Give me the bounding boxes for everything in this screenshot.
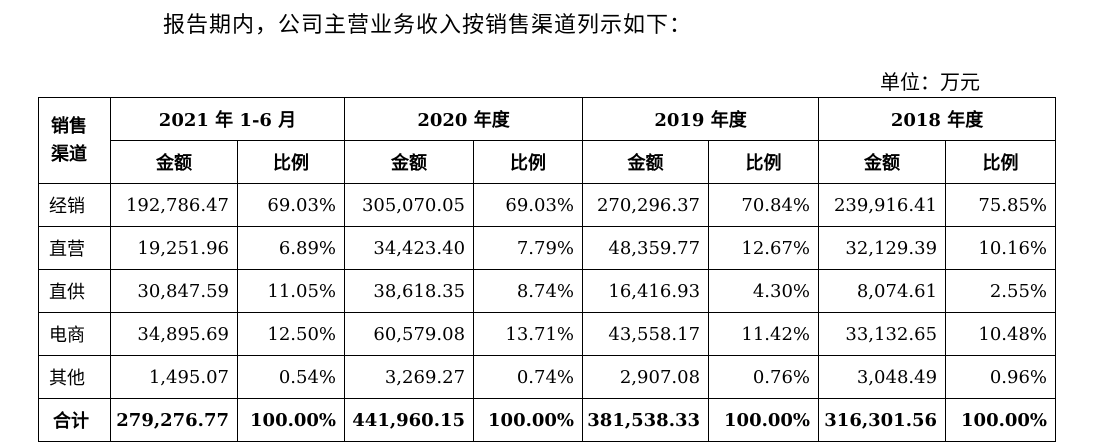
ratio-header: 比例: [236, 140, 346, 184]
value-cell: 32,129.39: [818, 226, 947, 270]
channel-header-line-2: 渠道: [51, 143, 87, 165]
value-cell: 33,132.65: [818, 312, 947, 356]
sales-channel-table: 销售 渠道 2021 年 1-6 月 2020 年度 2019 年度 2018 …: [38, 97, 1057, 442]
table-row: 其他 1,495.07 0.54% 3,269.27 0.74% 2,907.0…: [38, 355, 1057, 399]
value-cell: 0.96%: [945, 355, 1057, 399]
value-cell: 16,416.93: [582, 269, 710, 313]
value-cell: 30,847.59: [110, 269, 238, 313]
value-cell: 0.54%: [236, 355, 346, 399]
value-cell: 11.05%: [236, 269, 346, 313]
channel-cell: 其他: [38, 355, 111, 399]
value-cell: 34,895.69: [110, 312, 238, 356]
value-cell: 3,269.27: [344, 355, 475, 399]
value-cell: 8,074.61: [818, 269, 947, 313]
total-value-cell: 100.00%: [236, 398, 346, 442]
total-label: 合计: [38, 398, 111, 442]
value-cell: 19,251.96: [110, 226, 238, 270]
value-cell: 11.42%: [708, 312, 820, 356]
value-cell: 43,558.17: [582, 312, 710, 356]
value-cell: 239,916.41: [818, 183, 947, 227]
value-cell: 13.71%: [473, 312, 584, 356]
value-cell: 10.48%: [945, 312, 1057, 356]
table-row: 直供 30,847.59 11.05% 38,618.35 8.74% 16,4…: [38, 269, 1057, 313]
value-cell: 38,618.35: [344, 269, 475, 313]
total-value-cell: 279,276.77: [110, 398, 238, 442]
total-value-cell: 441,960.15: [344, 398, 475, 442]
unit-label: 单位：万元: [880, 70, 980, 94]
total-value-cell: 381,538.33: [582, 398, 710, 442]
value-cell: 6.89%: [236, 226, 346, 270]
value-cell: 192,786.47: [110, 183, 238, 227]
value-cell: 60,579.08: [344, 312, 475, 356]
channel-cell: 经销: [38, 183, 111, 227]
value-cell: 75.85%: [945, 183, 1057, 227]
value-cell: 10.16%: [945, 226, 1057, 270]
ratio-header: 比例: [708, 140, 820, 184]
table-body: 经销 192,786.47 69.03% 305,070.05 69.03% 2…: [38, 183, 1057, 442]
value-cell: 12.67%: [708, 226, 820, 270]
value-cell: 70.84%: [708, 183, 820, 227]
value-cell: 3,048.49: [818, 355, 947, 399]
total-value-cell: 316,301.56: [818, 398, 947, 442]
value-cell: 4.30%: [708, 269, 820, 313]
period-header: 2019 年度: [582, 97, 820, 141]
table-row: 经销 192,786.47 69.03% 305,070.05 69.03% 2…: [38, 183, 1057, 227]
period-header: 2021 年 1-6 月: [109, 97, 346, 141]
total-row: 合计 279,276.77 100.00% 441,960.15 100.00%…: [38, 398, 1057, 442]
value-cell: 7.79%: [473, 226, 584, 270]
channel-cell: 直营: [38, 226, 111, 270]
value-cell: 270,296.37: [582, 183, 710, 227]
channel-cell: 电商: [38, 312, 111, 356]
value-cell: 34,423.40: [344, 226, 475, 270]
amount-header: 金额: [582, 140, 710, 184]
total-value-cell: 100.00%: [945, 398, 1057, 442]
value-cell: 69.03%: [236, 183, 346, 227]
value-cell: 69.03%: [473, 183, 584, 227]
ratio-header: 比例: [473, 140, 584, 184]
table-row: 电商 34,895.69 12.50% 60,579.08 13.71% 43,…: [38, 312, 1057, 356]
amount-header: 金额: [110, 140, 238, 184]
value-cell: 2,907.08: [582, 355, 710, 399]
value-cell: 48,359.77: [582, 226, 710, 270]
table-row: 直营 19,251.96 6.89% 34,423.40 7.79% 48,35…: [38, 226, 1057, 270]
value-cell: 0.76%: [708, 355, 820, 399]
amount-header: 金额: [344, 140, 475, 184]
period-header: 2018 年度: [818, 97, 1057, 141]
value-cell: 8.74%: [473, 269, 584, 313]
amount-header: 金额: [818, 140, 947, 184]
total-value-cell: 100.00%: [473, 398, 584, 442]
value-cell: 305,070.05: [344, 183, 475, 227]
value-cell: 1,495.07: [110, 355, 238, 399]
value-cell: 2.55%: [945, 269, 1057, 313]
intro-text: 报告期内，公司主营业务收入按销售渠道列示如下：: [163, 13, 693, 38]
ratio-header: 比例: [945, 140, 1057, 184]
total-value-cell: 100.00%: [708, 398, 820, 442]
value-cell: 12.50%: [236, 312, 346, 356]
period-header: 2020 年度: [344, 97, 584, 141]
channel-header: 销售 渠道: [38, 97, 111, 184]
value-cell: 0.74%: [473, 355, 584, 399]
channel-cell: 直供: [38, 269, 111, 313]
channel-header-line-1: 销售: [51, 115, 87, 137]
